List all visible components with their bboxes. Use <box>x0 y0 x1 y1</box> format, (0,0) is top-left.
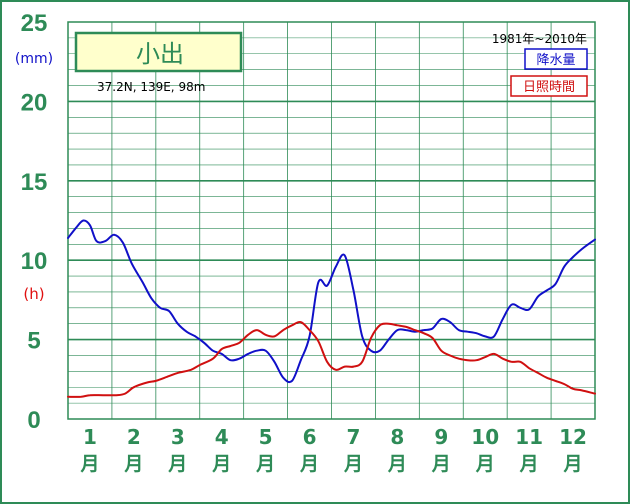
legend-precip-box <box>524 48 588 70</box>
month-number-label: 12 <box>559 425 587 449</box>
month-number-label: 3 <box>171 425 185 449</box>
month-number-label: 6 <box>303 425 317 449</box>
month-kanji-label: 月 <box>519 453 539 475</box>
month-labels: 1 月 2 月 3 月 4 月 5 月 6 月 7 月 8 月 9 月 10 月 11 月 12 月 <box>79 425 587 475</box>
month-number-label: 8 <box>390 425 404 449</box>
legend-sunshine-box <box>510 75 588 97</box>
month-number-label: 1 <box>83 425 97 449</box>
month-kanji-label: 月 <box>563 453 583 475</box>
legend-precip-label: 降水量 <box>536 53 575 68</box>
location-label: 37.2N, 139E, 98m <box>97 80 205 94</box>
y-tick-label: 25 <box>21 10 48 37</box>
month-kanji-label: 月 <box>387 453 407 475</box>
period-label: 1981年~2010年 <box>492 32 587 46</box>
month-number-label: 9 <box>434 425 448 449</box>
series-lines <box>67 219 596 398</box>
month-kanji-label: 月 <box>211 453 231 475</box>
sunshine-line <box>67 320 596 398</box>
legend-sunshine-label: 日照時間 <box>523 80 575 95</box>
y-tick-label: 5 <box>27 328 40 355</box>
month-number-label: 4 <box>215 425 229 449</box>
month-number-label: 5 <box>259 425 273 449</box>
title-box <box>74 31 243 73</box>
month-kanji-label: 月 <box>343 453 363 475</box>
y-tick-label: 0 <box>27 407 40 434</box>
sunshine-unit-label: (h) <box>23 285 44 303</box>
month-number-label: 11 <box>515 425 543 449</box>
month-kanji-label: 月 <box>475 453 495 475</box>
month-kanji-label: 月 <box>167 453 187 475</box>
precip-unit-label: (mm) <box>15 51 53 67</box>
precipitation-line <box>67 219 596 384</box>
month-number-label: 7 <box>346 425 360 449</box>
month-kanji-label: 月 <box>255 453 275 475</box>
month-number-label: 10 <box>471 425 499 449</box>
month-kanji-label: 月 <box>299 453 319 475</box>
chart-title: 小出 <box>136 40 184 68</box>
month-kanji-label: 月 <box>79 453 99 475</box>
y-tick-label: 20 <box>21 89 48 116</box>
y-tick-label: 15 <box>21 169 48 196</box>
month-kanji-label: 月 <box>431 453 451 475</box>
month-number-label: 2 <box>127 425 141 449</box>
y-tick-labels: 0 5 10 15 20 25 <box>21 10 48 434</box>
month-kanji-label: 月 <box>123 453 143 475</box>
grid-lines <box>68 22 595 419</box>
y-tick-label: 10 <box>21 248 48 275</box>
